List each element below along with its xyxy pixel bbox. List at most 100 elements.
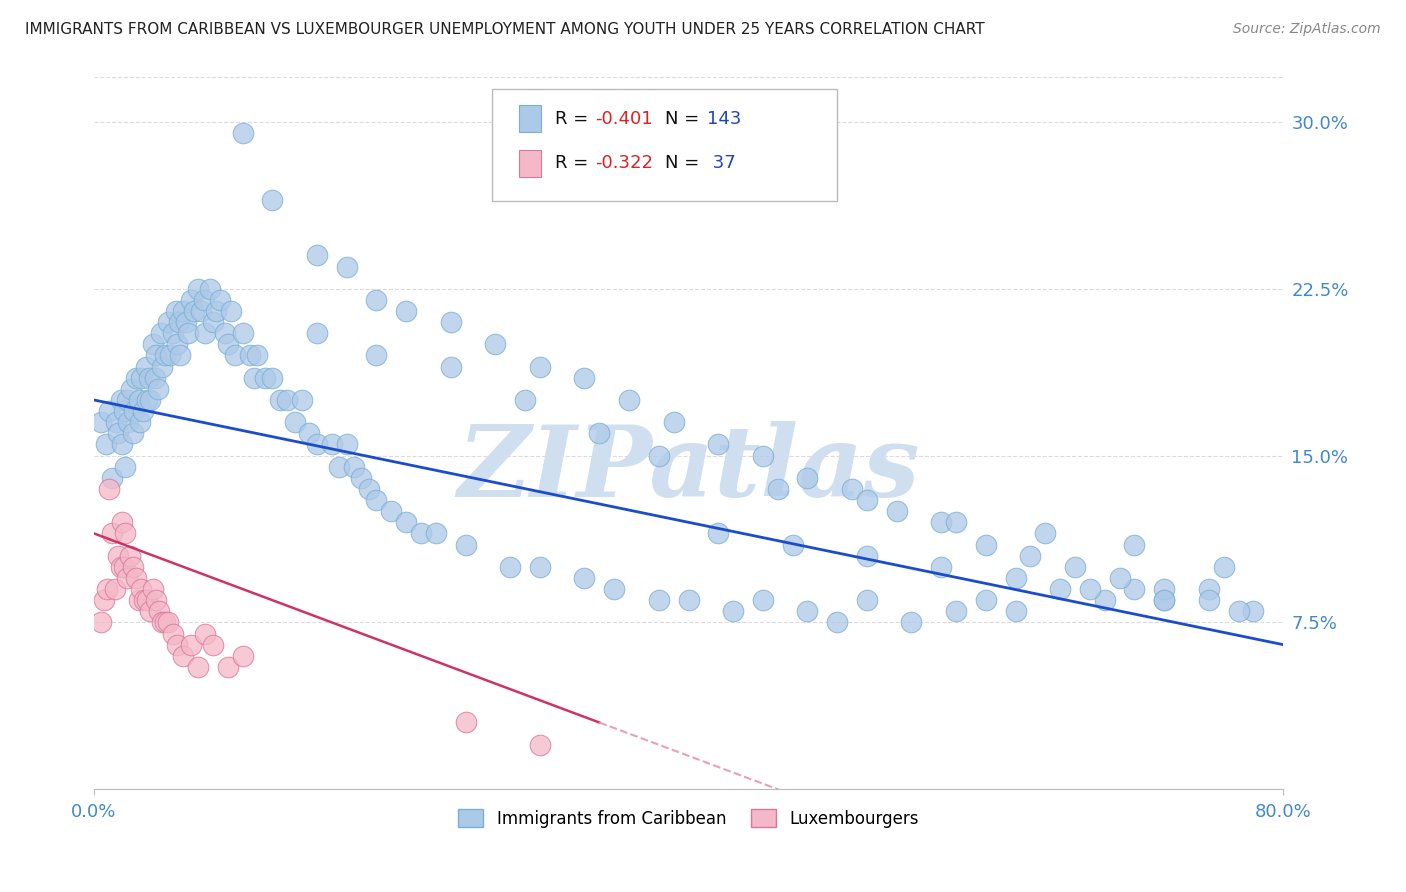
Point <box>201 638 224 652</box>
Point <box>143 370 166 384</box>
Point <box>1153 593 1175 607</box>
Text: 37: 37 <box>707 154 735 172</box>
Point <box>162 326 184 341</box>
Point <box>129 415 152 429</box>
Point <box>193 293 215 307</box>
Point <box>262 193 284 207</box>
Point <box>1049 582 1071 596</box>
Point <box>117 415 139 429</box>
Point <box>112 404 135 418</box>
Point <box>929 559 952 574</box>
Point <box>146 382 169 396</box>
Point <box>138 370 160 384</box>
Point <box>172 648 194 663</box>
Point <box>588 426 610 441</box>
Point <box>484 337 506 351</box>
Point <box>128 392 150 407</box>
Point <box>974 593 997 607</box>
Point <box>395 516 418 530</box>
Point <box>707 437 730 451</box>
Point <box>662 415 685 429</box>
Text: IMMIGRANTS FROM CARIBBEAN VS LUXEMBOURGER UNEMPLOYMENT AMONG YOUTH UNDER 25 YEAR: IMMIGRANTS FROM CARIBBEAN VS LUXEMBOURGE… <box>25 22 986 37</box>
Point <box>135 359 157 374</box>
Text: -0.322: -0.322 <box>595 154 652 172</box>
Point <box>219 304 242 318</box>
Point <box>291 392 314 407</box>
Legend: Immigrants from Caribbean, Luxembourgers: Immigrants from Caribbean, Luxembourgers <box>451 803 925 834</box>
Point <box>603 582 626 596</box>
Point <box>121 426 143 441</box>
Point <box>1108 571 1130 585</box>
Point <box>118 549 141 563</box>
Point <box>929 516 952 530</box>
Point <box>232 126 254 140</box>
Point <box>110 392 132 407</box>
Point <box>136 593 159 607</box>
Point <box>134 593 156 607</box>
Point <box>148 604 170 618</box>
Point <box>409 526 432 541</box>
Point <box>1019 549 1042 563</box>
Point <box>886 504 908 518</box>
Point <box>1033 526 1056 541</box>
Point <box>128 593 150 607</box>
Point <box>239 349 262 363</box>
Point <box>1227 604 1250 618</box>
Point <box>94 437 117 451</box>
Point <box>157 315 180 329</box>
Point <box>305 326 328 341</box>
Point <box>305 437 328 451</box>
Point <box>856 549 879 563</box>
Point <box>120 382 142 396</box>
Point <box>217 660 239 674</box>
Point <box>224 349 246 363</box>
Point <box>350 471 373 485</box>
Point <box>945 516 967 530</box>
Point <box>166 337 188 351</box>
Point <box>841 482 863 496</box>
Point <box>155 615 177 630</box>
Point <box>366 293 388 307</box>
Point <box>204 304 226 318</box>
Point <box>111 516 134 530</box>
Point <box>159 349 181 363</box>
Point <box>110 559 132 574</box>
Point <box>187 282 209 296</box>
Point <box>149 326 172 341</box>
Point <box>529 738 551 752</box>
Point <box>945 604 967 618</box>
Point <box>336 260 359 274</box>
Point <box>187 660 209 674</box>
Point <box>180 293 202 307</box>
Point <box>111 437 134 451</box>
Point <box>97 404 120 418</box>
Point <box>150 615 173 630</box>
Point <box>194 326 217 341</box>
Point <box>796 604 818 618</box>
Point <box>499 559 522 574</box>
Point <box>796 471 818 485</box>
Point <box>107 549 129 563</box>
Point <box>856 493 879 508</box>
Point <box>214 326 236 341</box>
Point <box>1123 582 1146 596</box>
Point <box>1153 593 1175 607</box>
Point <box>298 426 321 441</box>
Point <box>678 593 700 607</box>
Point <box>574 571 596 585</box>
Point <box>90 615 112 630</box>
Point <box>1004 571 1026 585</box>
Point <box>165 304 187 318</box>
Point <box>974 537 997 551</box>
Point <box>707 526 730 541</box>
Point <box>183 304 205 318</box>
Point <box>752 449 775 463</box>
Point <box>825 615 848 630</box>
Point <box>1212 559 1234 574</box>
Point <box>243 370 266 384</box>
Point <box>276 392 298 407</box>
Point <box>305 248 328 262</box>
Point <box>574 370 596 384</box>
Point <box>90 415 112 429</box>
Point <box>122 404 145 418</box>
